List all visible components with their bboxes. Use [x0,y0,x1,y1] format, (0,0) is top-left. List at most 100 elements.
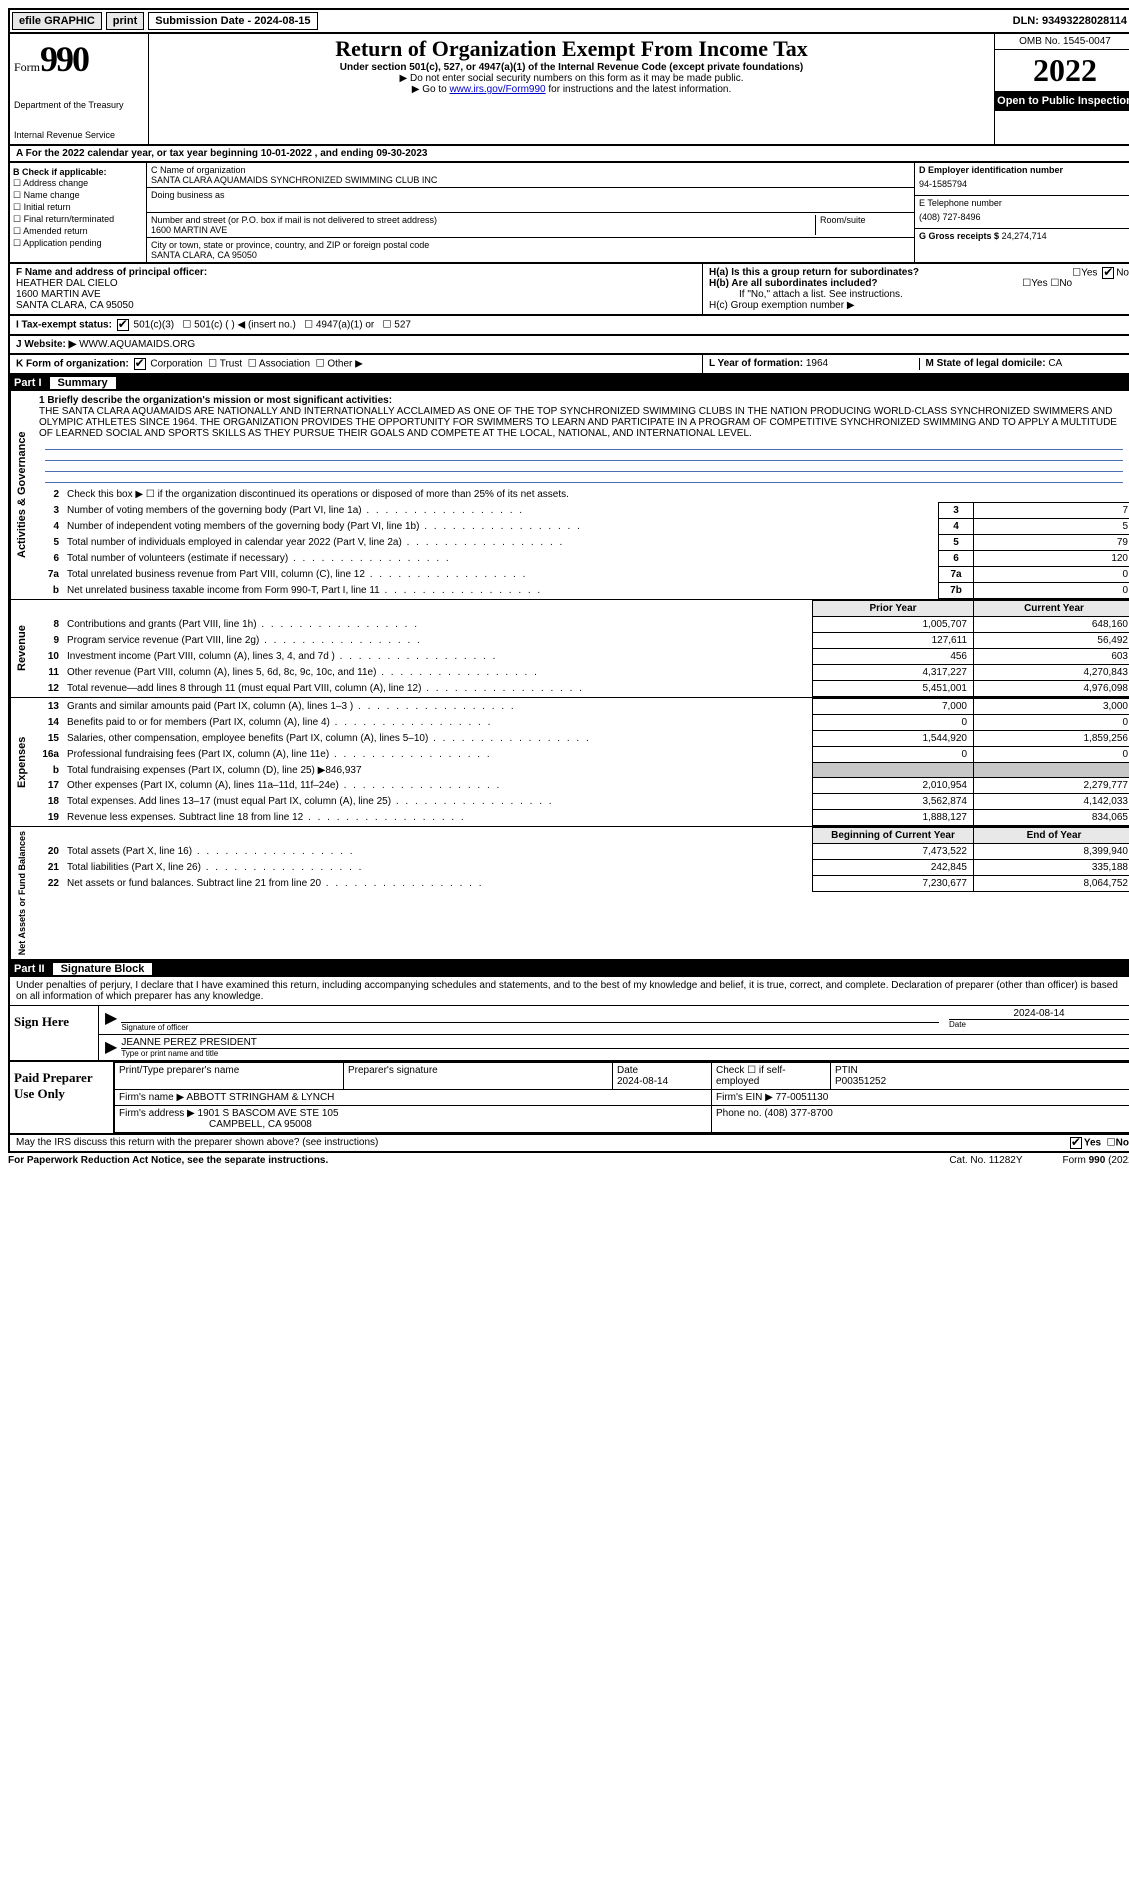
arrow-icon: ▶ [105,1008,117,1032]
header-center: Return of Organization Exempt From Incom… [149,34,994,144]
expenses-table: 13Grants and similar amounts paid (Part … [33,698,1129,826]
mission-text: THE SANTA CLARA AQUAMAIDS ARE NATIONALLY… [39,406,1129,439]
paid-preparer-block: Paid Preparer Use Only Print/Type prepar… [8,1062,1129,1135]
table-row: 18Total expenses. Add lines 13–17 (must … [33,794,1129,810]
table-row: 9Program service revenue (Part VIII, lin… [33,633,1129,649]
row-k: K Form of organization: Corporation ☐ Tr… [8,355,1129,375]
table-row: 7aTotal unrelated business revenue from … [33,567,1129,583]
footer: For Paperwork Reduction Act Notice, see … [8,1153,1129,1168]
summary-body: Activities & Governance 1 Briefly descri… [8,391,1129,961]
table-row: 13Grants and similar amounts paid (Part … [33,699,1129,715]
form-title: Return of Organization Exempt From Incom… [155,36,988,62]
year-formation: 1964 [806,358,828,369]
form-header: Form990 Department of the Treasury Inter… [8,34,1129,146]
table-row: 11Other revenue (Part VIII, column (A), … [33,665,1129,681]
omb-number: OMB No. 1545-0047 [995,34,1129,50]
firm-name: ABBOTT STRINGHAM & LYNCH [186,1092,334,1103]
info-grid: B Check if applicable: ☐ Address change … [8,163,1129,264]
header-right: OMB No. 1545-0047 2022 Open to Public In… [994,34,1129,144]
table-row: 8Contributions and grants (Part VIII, li… [33,617,1129,633]
table-row: 22Net assets or fund balances. Subtract … [33,876,1129,892]
net-table: Beginning of Current Year End of Year 20… [33,827,1129,892]
table-row: 14Benefits paid to or for members (Part … [33,715,1129,731]
h-b: H(b) Are all subordinates included? ☐Yes… [709,278,1129,289]
h-c: H(c) Group exemption number ▶ [709,300,1129,311]
perjury-text: Under penalties of perjury, I declare th… [10,977,1129,1006]
check-initial[interactable]: ☐ Initial return [13,202,143,213]
officer-printed-name: JEANNE PEREZ PRESIDENT [121,1037,1129,1049]
col-b: B Check if applicable: ☐ Address change … [10,163,147,262]
submission-date: Submission Date - 2024-08-15 [148,12,317,30]
ptin-value: P00351252 [835,1076,886,1087]
signature-block: Under penalties of perjury, I declare th… [8,977,1129,1062]
row-fh: F Name and address of principal officer:… [8,264,1129,316]
discuss-yes[interactable] [1070,1137,1082,1149]
irs-link[interactable]: www.irs.gov/Form990 [449,84,545,95]
h-a: H(a) Is this a group return for subordin… [709,267,1129,278]
table-row: bNet unrelated business taxable income f… [33,583,1129,599]
form-number: Form990 [14,38,144,80]
side-revenue: Revenue [10,600,33,697]
part2-header: Part II Signature Block [8,961,1129,977]
revenue-table: Prior Year Current Year 8Contributions a… [33,600,1129,697]
form-subtitle: Under section 501(c), 527, or 4947(a)(1)… [155,62,988,73]
dln-label: DLN: 93493228028114 [1005,13,1129,29]
side-expenses: Expenses [10,698,33,826]
tax-year: 2022 [995,50,1129,91]
row-i: I Tax-exempt status: 501(c)(3) ☐ 501(c) … [8,316,1129,336]
table-row: 17Other expenses (Part IX, column (A), l… [33,778,1129,794]
line-a: A For the 2022 calendar year, or tax yea… [8,146,1129,163]
table-row: 12Total revenue—add lines 8 through 11 (… [33,681,1129,697]
side-netassets: Net Assets or Fund Balances [10,827,33,959]
table-row: 19Revenue less expenses. Subtract line 1… [33,810,1129,826]
firm-phone: (408) 377-8700 [764,1108,832,1119]
note-ssn: ▶ Do not enter social security numbers o… [155,73,988,84]
row-j: J Website: ▶ WWW.AQUAMAIDS.ORG [8,336,1129,355]
check-pending[interactable]: ☐ Application pending [13,238,143,249]
sign-date: 2024-08-14 [949,1008,1129,1020]
table-row: 20Total assets (Part X, line 16)7,473,52… [33,844,1129,860]
open-public-badge: Open to Public Inspection [995,91,1129,111]
header-left: Form990 Department of the Treasury Inter… [10,34,149,144]
col-d: D Employer identification number 94-1585… [915,163,1129,262]
table-row: 6Total number of volunteers (estimate if… [33,551,1129,567]
firm-ein: 77-0051130 [776,1092,829,1103]
table-row: 15Salaries, other compensation, employee… [33,731,1129,747]
website-value: WWW.AQUAMAIDS.ORG [79,339,195,350]
table-row: 16aProfessional fundraising fees (Part I… [33,747,1129,763]
note-link: ▶ Go to www.irs.gov/Form990 for instruct… [155,84,988,95]
table-row: 4Number of independent voting members of… [33,519,1129,535]
preparer-table: Print/Type preparer's name Preparer's si… [114,1062,1129,1133]
governance-table: 2Check this box ▶ ☐ if the organization … [33,487,1129,599]
check-name[interactable]: ☐ Name change [13,190,143,201]
col-c: C Name of organization SANTA CLARA AQUAM… [147,163,915,262]
mission-block: 1 Briefly describe the organization's mi… [33,391,1129,487]
table-row: 3Number of voting members of the governi… [33,503,1129,519]
part1-header: Part I Summary [8,375,1129,391]
phone-value: (408) 727-8496 [919,208,1129,226]
efile-label: efile GRAPHIC [12,12,102,30]
officer-name: HEATHER DAL CIELO [16,278,696,289]
check-final[interactable]: ☐ Final return/terminated [13,214,143,225]
dept-label: Department of the Treasury [14,100,144,110]
ein-value: 94-1585794 [919,175,1129,193]
irs-label: Internal Revenue Service [14,130,144,140]
city-state-zip: SANTA CLARA, CA 95050 [151,250,910,260]
org-name: SANTA CLARA AQUAMAIDS SYNCHRONIZED SWIMM… [151,175,910,185]
table-row: 10Investment income (Part VIII, column (… [33,649,1129,665]
table-row: 21Total liabilities (Part X, line 26)242… [33,860,1129,876]
discuss-row: May the IRS discuss this return with the… [8,1135,1129,1153]
paid-preparer-label: Paid Preparer Use Only [10,1062,114,1133]
check-amended[interactable]: ☐ Amended return [13,226,143,237]
side-governance: Activities & Governance [10,391,33,599]
table-row: 5Total number of individuals employed in… [33,535,1129,551]
table-row: 2Check this box ▶ ☐ if the organization … [33,487,1129,503]
top-bar: efile GRAPHIC print Submission Date - 20… [8,8,1129,34]
state-domicile: CA [1048,358,1062,369]
check-corp[interactable] [134,358,146,370]
print-button[interactable]: print [106,12,144,30]
check-address[interactable]: ☐ Address change [13,178,143,189]
check-501c3[interactable] [117,319,129,331]
street-address: 1600 MARTIN AVE [151,225,815,235]
table-row: bTotal fundraising expenses (Part IX, co… [33,763,1129,778]
